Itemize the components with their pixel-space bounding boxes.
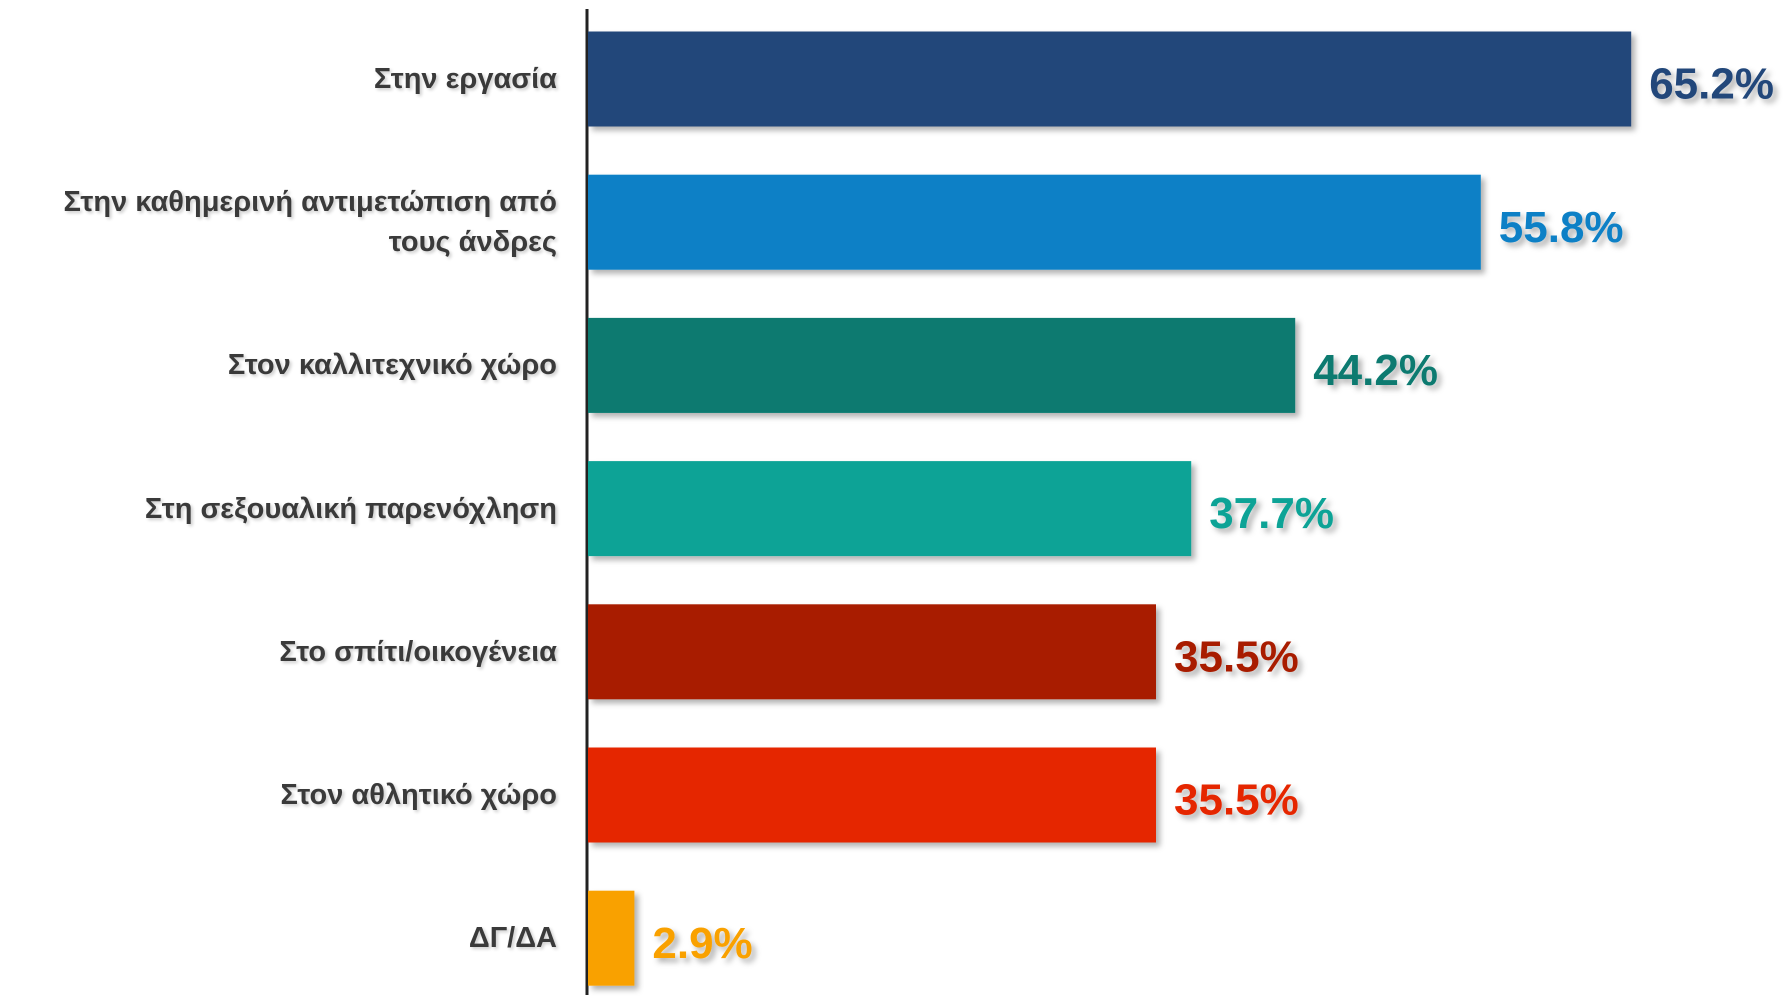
category-label: ΔΓ/ΔΑ — [468, 922, 557, 955]
value-label: 35.5% — [1174, 776, 1299, 825]
value-label: 44.2% — [1313, 346, 1438, 395]
bar — [588, 890, 635, 986]
bar — [588, 461, 1192, 557]
value-label: 37.7% — [1209, 489, 1334, 538]
category-label: Στο σπίτι/οικογένεια — [279, 635, 557, 668]
bar — [588, 604, 1156, 700]
value-label: 55.8% — [1499, 203, 1624, 252]
bar — [588, 747, 1156, 843]
category-label: Στη σεξουαλική παρενόχληση — [144, 492, 557, 525]
category-label: Στην καθημερινή αντιμετώπιση από τους άν… — [63, 186, 557, 259]
value-label: 35.5% — [1174, 632, 1299, 681]
category-label: Στον αθλητικό χώρο — [280, 779, 557, 811]
bar — [588, 174, 1481, 270]
value-label: 65.2% — [1649, 60, 1774, 109]
value-label: 2.9% — [652, 919, 752, 968]
bar — [588, 31, 1632, 127]
category-label: Στον καλλιτεχνικό χώρο — [227, 349, 557, 382]
category-label: Στην εργασία — [373, 63, 557, 95]
bar — [588, 317, 1296, 413]
